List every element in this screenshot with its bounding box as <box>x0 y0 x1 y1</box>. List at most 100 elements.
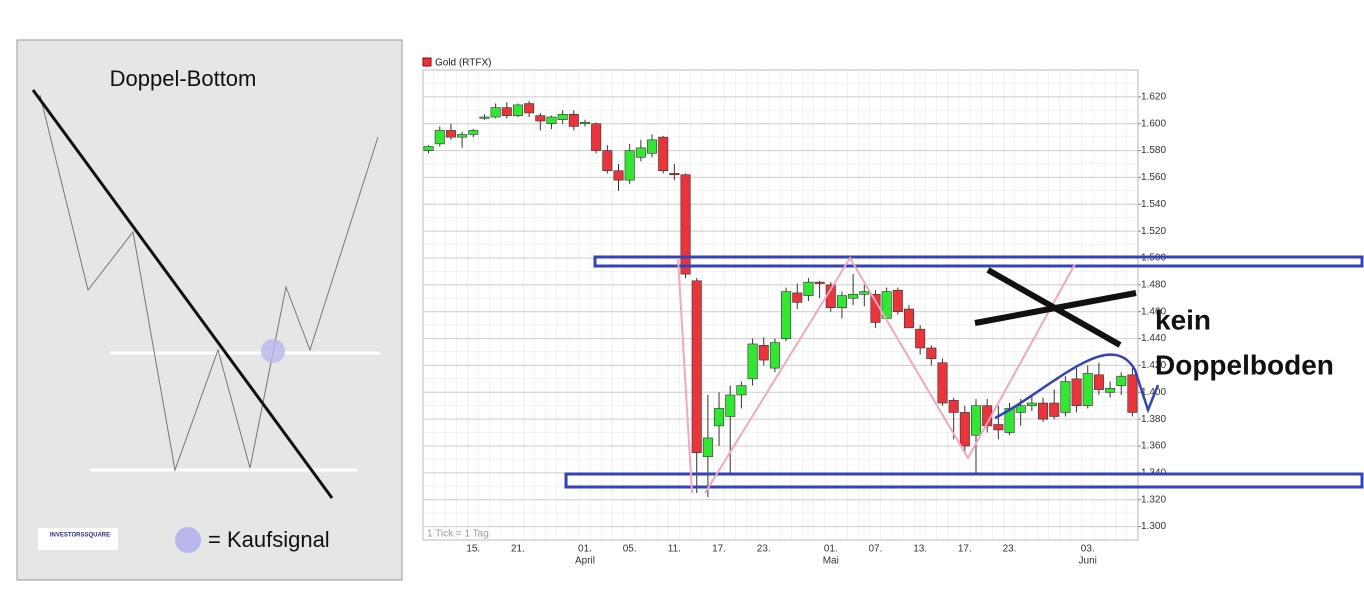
logo: INVESTORSSQUARE <box>50 533 110 539</box>
x-tick-label: 15. <box>466 544 480 555</box>
candle-body <box>579 122 590 125</box>
candle-body <box>557 114 568 120</box>
x-tick-label: 11. <box>668 544 681 555</box>
cross-line <box>974 290 1137 326</box>
support-box <box>564 472 1364 489</box>
x-tick-label: 05. <box>623 544 637 555</box>
candle-body <box>915 328 926 349</box>
y-tick-label: 1.300 <box>1141 521 1166 532</box>
candle-body <box>769 342 780 369</box>
resistance-box <box>593 255 1364 268</box>
candle-body <box>758 344 769 361</box>
legend-label: Gold (RTFX) <box>435 58 492 69</box>
price-path <box>39 94 379 472</box>
candle-body <box>859 291 870 295</box>
candle-body <box>535 115 546 122</box>
candle-body <box>635 147 646 158</box>
y-tick-label: 1.600 <box>1141 118 1166 129</box>
candle-body <box>959 412 970 447</box>
candle-body <box>591 123 602 151</box>
y-tick-label: 1.620 <box>1141 91 1166 102</box>
candle-body <box>792 292 803 303</box>
candle-body <box>1015 405 1026 413</box>
diagram-title: Doppel-Bottom <box>110 66 257 91</box>
x-month-label: April <box>575 556 595 567</box>
candle-body <box>814 281 825 284</box>
y-tick-label: 1.540 <box>1141 199 1166 210</box>
y-tick-label: 1.360 <box>1141 441 1166 452</box>
pattern-line <box>704 256 1076 494</box>
candle-body <box>1105 387 1116 393</box>
y-tick-label: 1.560 <box>1141 172 1166 183</box>
x-tick-label: 23. <box>1003 544 1017 555</box>
candle-body <box>836 295 847 308</box>
trend-curve <box>994 353 1160 420</box>
pattern-line <box>677 257 693 494</box>
y-tick-label: 1.580 <box>1141 145 1166 156</box>
candle-body <box>546 116 557 125</box>
candle-body <box>680 174 691 275</box>
candle-body <box>937 362 948 404</box>
candle-body <box>1071 378 1082 407</box>
plot-area <box>422 69 1139 541</box>
candle-body <box>1116 375 1127 386</box>
candle-body <box>434 130 445 145</box>
candle-body <box>993 424 1004 431</box>
legend-swatch <box>422 57 432 67</box>
x-tick-label: 03. <box>1081 544 1095 555</box>
candle-body <box>903 308 914 329</box>
annotation: Doppelboden <box>1155 349 1334 380</box>
candle-body <box>714 408 725 427</box>
diagram-panel <box>16 39 403 581</box>
y-tick-label: 1.440 <box>1141 333 1166 344</box>
legend-circle <box>175 527 201 553</box>
candle-body <box>468 130 479 135</box>
annotation: kein <box>1155 304 1211 335</box>
y-tick-label: 1.520 <box>1141 226 1166 237</box>
signal-circle <box>261 339 285 363</box>
candle-body <box>1049 402 1060 417</box>
x-month-label: Juni <box>1079 556 1097 567</box>
x-tick-label: 07. <box>869 544 883 555</box>
candle-body <box>501 107 512 116</box>
candle-body <box>892 289 903 313</box>
candle-body <box>803 281 814 296</box>
candle-body <box>512 104 523 116</box>
footnote: 1 Tick = 1 Tag <box>427 529 489 540</box>
y-tick-label: 1.420 <box>1141 360 1166 371</box>
candle-body <box>1127 374 1138 413</box>
candle-body <box>971 405 981 436</box>
x-tick-label: 17. <box>958 544 972 555</box>
x-tick-label: 13. <box>913 544 927 555</box>
candle-body <box>1060 381 1071 413</box>
overlays <box>564 255 1364 494</box>
candle-body <box>926 347 937 360</box>
candle-body <box>602 150 613 172</box>
x-month-label: Mai <box>823 556 839 567</box>
candle-body <box>702 437 713 458</box>
candle-body <box>848 293 859 299</box>
x-tick-label: 01. <box>824 544 838 555</box>
logo-box <box>38 528 118 550</box>
candle-body <box>647 139 658 154</box>
candle-body <box>423 146 434 151</box>
candle-body <box>669 173 680 176</box>
y-tick-label: 1.320 <box>1141 494 1166 505</box>
candle-body <box>747 343 758 380</box>
candle-body <box>613 170 624 181</box>
diagram-legend: = Kaufsignal <box>208 527 330 552</box>
candle-body <box>658 136 669 172</box>
candle-body <box>479 116 490 119</box>
x-tick-label: 01. <box>578 544 592 555</box>
candle-body <box>490 107 501 118</box>
candle-body <box>1026 402 1037 407</box>
candle-body <box>457 134 468 138</box>
candle-body <box>445 130 456 138</box>
candle-body <box>725 394 736 417</box>
trend-line <box>31 89 334 499</box>
candle-body <box>1093 374 1104 390</box>
candle-body <box>948 400 959 413</box>
candle-body <box>781 291 792 339</box>
